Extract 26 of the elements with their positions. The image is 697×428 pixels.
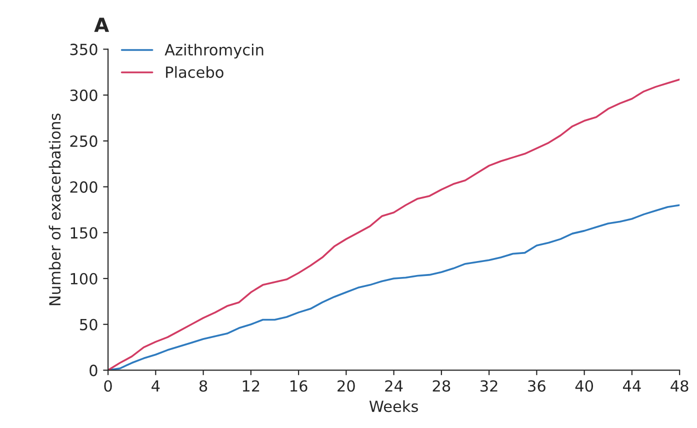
x-tick-label: 12	[242, 380, 260, 392]
x-tick-label: 32	[480, 380, 498, 392]
x-tick-label: 36	[528, 380, 546, 392]
x-tick-label: 44	[622, 380, 641, 392]
y-tick-label: 350	[70, 44, 98, 56]
x-tick-label: 48	[670, 380, 688, 392]
y-axis-title: Number of exacerbations	[48, 114, 61, 306]
x-tick-label: 20	[338, 380, 355, 392]
y-tick-label: 0	[90, 364, 98, 376]
y-tick-label: 100	[70, 272, 98, 285]
y-tick-label: 300	[70, 90, 98, 102]
x-tick-label: 28	[432, 380, 450, 392]
x-tick-label: 24	[385, 380, 403, 392]
x-tick-label: 4	[152, 380, 160, 392]
x-tick-label: 0	[104, 380, 112, 392]
legend-label: Placebo	[166, 66, 224, 78]
y-tick-label: 250	[70, 135, 98, 147]
x-tick-label: 40	[575, 380, 594, 392]
y-tick-label: 50	[80, 318, 98, 330]
text: A	[94, 18, 110, 32]
y-tick-label: 150	[70, 227, 98, 239]
x-tick-label: 8	[199, 380, 208, 392]
x-tick-label: 16	[290, 380, 308, 392]
x-axis-title: Weeks	[369, 400, 418, 412]
legend-label: Azithromycin	[164, 44, 264, 58]
y-tick-label: 200	[70, 181, 98, 193]
